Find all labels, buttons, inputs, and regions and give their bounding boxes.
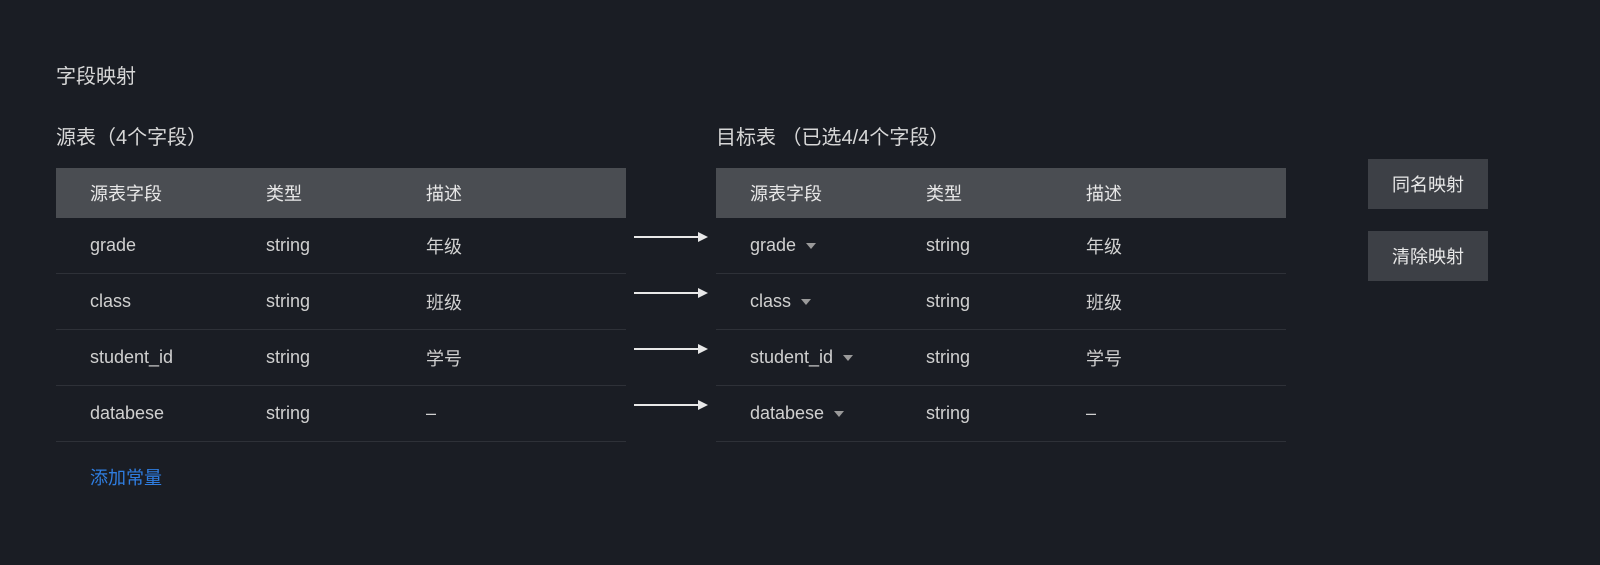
target-field-value: student_id: [750, 347, 833, 368]
target-desc-cell: 班级: [1086, 289, 1286, 315]
arrow-right-icon: [634, 231, 708, 243]
arrow-right-icon: [634, 343, 708, 355]
target-col-field-header: 源表字段: [750, 180, 926, 206]
target-field-value: databese: [750, 403, 824, 424]
table-row: student_id string 学号: [716, 330, 1286, 386]
target-field-dropdown[interactable]: grade: [750, 235, 926, 256]
source-desc-cell: 学号: [426, 345, 626, 371]
table-row: grade string 年级: [716, 218, 1286, 274]
table-row: databese string –: [716, 386, 1286, 442]
target-desc-cell: 学号: [1086, 345, 1286, 371]
source-field-cell: student_id: [90, 347, 266, 368]
arrow-right-icon: [634, 399, 708, 411]
mapping-arrow: [634, 265, 708, 321]
chevron-down-icon: [843, 355, 853, 361]
source-field-cell: grade: [90, 235, 266, 256]
arrow-right-icon: [634, 287, 708, 299]
target-desc-cell: 年级: [1086, 233, 1286, 259]
mapping-arrow: [634, 377, 708, 433]
target-table-heading: 目标表 （已选4/4个字段）: [716, 121, 1286, 150]
source-table-section: 源表（4个字段） 源表字段 类型 描述 grade string 年级 clas…: [56, 121, 626, 490]
clear-mapping-button[interactable]: 清除映射: [1368, 231, 1488, 281]
source-type-cell: string: [266, 235, 426, 256]
target-field-dropdown[interactable]: databese: [750, 403, 926, 424]
target-type-cell: string: [926, 347, 1086, 368]
table-row: student_id string 学号: [56, 330, 626, 386]
add-constant-link[interactable]: 添加常量: [56, 442, 626, 490]
target-type-cell: string: [926, 403, 1086, 424]
source-col-field-header: 源表字段: [90, 180, 266, 206]
same-name-mapping-button[interactable]: 同名映射: [1368, 159, 1488, 209]
source-type-cell: string: [266, 291, 426, 312]
mapping-container: 源表（4个字段） 源表字段 类型 描述 grade string 年级 clas…: [56, 121, 1544, 490]
target-field-value: grade: [750, 235, 796, 256]
target-table: 源表字段 类型 描述 grade string 年级 class: [716, 168, 1286, 442]
source-field-cell: databese: [90, 403, 266, 424]
target-field-dropdown[interactable]: student_id: [750, 347, 926, 368]
chevron-down-icon: [834, 411, 844, 417]
source-desc-cell: –: [426, 403, 626, 424]
target-field-value: class: [750, 291, 791, 312]
table-row: grade string 年级: [56, 218, 626, 274]
page-title: 字段映射: [56, 60, 1544, 89]
target-desc-cell: –: [1086, 403, 1286, 424]
chevron-down-icon: [806, 243, 816, 249]
target-col-desc-header: 描述: [1086, 180, 1286, 206]
chevron-down-icon: [801, 299, 811, 305]
table-row: class string 班级: [716, 274, 1286, 330]
table-row: databese string –: [56, 386, 626, 442]
table-row: class string 班级: [56, 274, 626, 330]
source-field-cell: class: [90, 291, 266, 312]
button-column: 同名映射 清除映射: [1368, 121, 1488, 281]
source-desc-cell: 班级: [426, 289, 626, 315]
mapping-arrow: [634, 209, 708, 265]
arrow-column: [626, 121, 716, 433]
target-field-dropdown[interactable]: class: [750, 291, 926, 312]
mapping-arrow: [634, 321, 708, 377]
target-table-header: 源表字段 类型 描述: [716, 168, 1286, 218]
target-type-cell: string: [926, 235, 1086, 256]
source-desc-cell: 年级: [426, 233, 626, 259]
source-col-type-header: 类型: [266, 180, 426, 206]
source-table-heading: 源表（4个字段）: [56, 121, 626, 150]
source-type-cell: string: [266, 347, 426, 368]
source-col-desc-header: 描述: [426, 180, 626, 206]
source-type-cell: string: [266, 403, 426, 424]
target-col-type-header: 类型: [926, 180, 1086, 206]
source-table: 源表字段 类型 描述 grade string 年级 class string …: [56, 168, 626, 442]
target-table-section: 目标表 （已选4/4个字段） 源表字段 类型 描述 grade string 年…: [716, 121, 1286, 442]
target-type-cell: string: [926, 291, 1086, 312]
source-table-header: 源表字段 类型 描述: [56, 168, 626, 218]
